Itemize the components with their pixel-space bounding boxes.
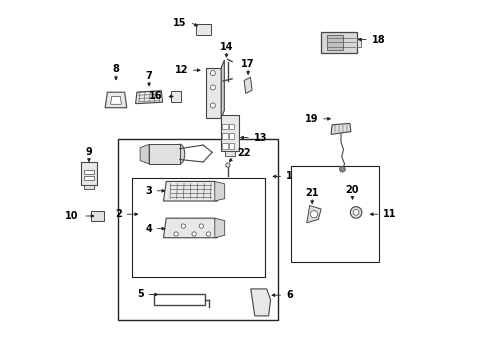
Polygon shape	[221, 60, 224, 118]
Bar	[118, 139, 277, 320]
Bar	[154, 294, 204, 305]
Bar	[205, 68, 221, 118]
Text: 2: 2	[115, 209, 122, 219]
Polygon shape	[110, 96, 121, 104]
Circle shape	[174, 232, 178, 236]
Text: 15: 15	[173, 18, 186, 28]
Text: 6: 6	[285, 290, 292, 300]
Text: 18: 18	[371, 35, 385, 45]
Circle shape	[349, 207, 361, 218]
Text: 5: 5	[137, 289, 143, 300]
Polygon shape	[135, 91, 163, 104]
Polygon shape	[163, 181, 217, 201]
Polygon shape	[330, 123, 350, 134]
Text: 19: 19	[304, 114, 318, 124]
Bar	[81, 162, 96, 185]
Polygon shape	[105, 92, 126, 108]
Circle shape	[210, 71, 215, 76]
Bar	[228, 143, 234, 148]
Bar	[222, 123, 227, 129]
Text: 17: 17	[241, 59, 254, 69]
Text: 9: 9	[85, 147, 92, 157]
Circle shape	[339, 166, 345, 172]
Text: 16: 16	[149, 91, 163, 102]
Polygon shape	[214, 181, 224, 201]
Bar	[224, 151, 235, 156]
Polygon shape	[163, 218, 217, 238]
Text: 4: 4	[145, 224, 152, 234]
Bar	[83, 176, 94, 180]
Bar	[170, 91, 181, 102]
Circle shape	[225, 163, 230, 167]
Text: 1: 1	[285, 171, 292, 181]
Bar	[132, 178, 265, 277]
Circle shape	[352, 210, 358, 215]
Bar	[321, 32, 356, 53]
Text: 8: 8	[112, 64, 119, 75]
Bar	[228, 133, 234, 139]
Circle shape	[310, 211, 317, 218]
Text: 21: 21	[305, 188, 318, 198]
Circle shape	[192, 232, 196, 236]
Text: 11: 11	[382, 209, 396, 219]
Polygon shape	[244, 77, 251, 93]
Polygon shape	[306, 206, 321, 223]
Text: 22: 22	[237, 148, 250, 158]
Text: 14: 14	[219, 42, 233, 52]
Bar	[326, 35, 342, 50]
Ellipse shape	[174, 144, 184, 164]
Bar	[222, 143, 227, 148]
Polygon shape	[214, 218, 224, 238]
Text: 10: 10	[65, 211, 79, 221]
Bar	[222, 133, 227, 139]
Circle shape	[199, 224, 203, 228]
Circle shape	[210, 103, 215, 108]
Circle shape	[206, 232, 210, 236]
Text: 3: 3	[145, 186, 152, 196]
Bar	[228, 123, 234, 129]
Polygon shape	[140, 144, 149, 164]
Text: 20: 20	[345, 185, 359, 195]
Text: 13: 13	[253, 132, 266, 143]
Text: 12: 12	[174, 65, 187, 75]
Circle shape	[181, 224, 185, 228]
Polygon shape	[250, 289, 270, 316]
Bar	[291, 166, 379, 262]
Bar	[356, 38, 361, 47]
Bar	[195, 24, 210, 35]
Bar	[91, 211, 104, 221]
Bar	[83, 170, 94, 174]
Bar	[84, 185, 93, 189]
Circle shape	[210, 85, 215, 90]
Text: 7: 7	[145, 71, 152, 81]
Bar	[149, 144, 179, 164]
Bar	[221, 115, 238, 151]
